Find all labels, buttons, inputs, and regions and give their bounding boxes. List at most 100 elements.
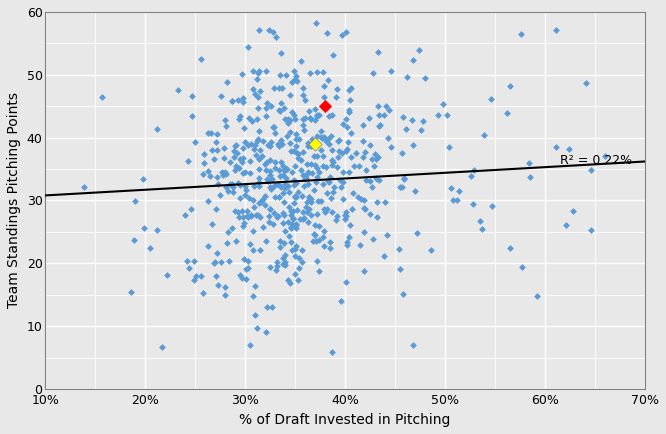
Point: [268, 210, 279, 217]
Point: [313, 198, 324, 205]
Point: [342, 124, 352, 131]
Point: [327, 159, 338, 166]
Point: [338, 168, 348, 175]
Point: [278, 261, 288, 268]
Point: [268, 124, 278, 131]
Point: [318, 181, 328, 187]
Point: [291, 142, 302, 149]
Point: [326, 194, 336, 201]
Point: [254, 200, 265, 207]
X-axis label: % of Draft Invested in Pitching: % of Draft Invested in Pitching: [240, 413, 451, 427]
Point: [225, 181, 236, 187]
Point: [266, 176, 277, 183]
Point: [304, 194, 314, 201]
Point: [265, 263, 276, 270]
Point: [332, 153, 343, 160]
Point: [304, 196, 314, 203]
Point: [286, 169, 297, 176]
Point: [232, 150, 242, 157]
Point: [237, 207, 248, 214]
Point: [275, 243, 286, 250]
Point: [292, 277, 303, 284]
Point: [343, 106, 354, 113]
Point: [291, 224, 302, 231]
Point: [262, 303, 272, 310]
Point: [264, 206, 275, 213]
Point: [299, 96, 310, 103]
Point: [358, 204, 369, 211]
Point: [222, 79, 232, 85]
Point: [246, 140, 256, 147]
Point: [318, 227, 329, 234]
Point: [251, 325, 262, 332]
Point: [395, 266, 406, 273]
Point: [278, 240, 289, 247]
Point: [202, 130, 213, 137]
Point: [330, 93, 341, 100]
Point: [360, 176, 371, 183]
Point: [340, 115, 351, 122]
Point: [327, 146, 338, 153]
Point: [310, 179, 321, 186]
Point: [291, 220, 302, 227]
Point: [238, 125, 249, 132]
Point: [289, 181, 300, 188]
Point: [364, 178, 375, 184]
Point: [288, 148, 299, 155]
Point: [250, 151, 261, 158]
Point: [364, 211, 375, 218]
Point: [327, 157, 338, 164]
Point: [337, 179, 348, 186]
Point: [444, 143, 454, 150]
Point: [310, 116, 321, 123]
Point: [221, 123, 232, 130]
Point: [262, 99, 272, 106]
Point: [212, 173, 222, 180]
Point: [291, 77, 302, 84]
Point: [248, 228, 258, 235]
Point: [260, 192, 270, 199]
Point: [287, 215, 298, 222]
Point: [285, 117, 296, 124]
Point: [367, 184, 378, 191]
Point: [293, 155, 304, 162]
Point: [264, 218, 274, 225]
Point: [190, 138, 200, 145]
Point: [240, 266, 251, 273]
Point: [364, 114, 374, 121]
Point: [293, 150, 304, 157]
Point: [251, 211, 262, 218]
Point: [358, 268, 369, 275]
Point: [274, 107, 284, 114]
Point: [304, 70, 315, 77]
Point: [324, 239, 335, 246]
Point: [220, 283, 230, 290]
Point: [287, 247, 298, 253]
Point: [379, 111, 390, 118]
Point: [330, 216, 341, 223]
Point: [397, 184, 408, 191]
Point: [312, 112, 322, 118]
Point: [283, 119, 294, 126]
Point: [272, 263, 282, 270]
Point: [286, 220, 297, 227]
Point: [238, 223, 249, 230]
Point: [372, 49, 383, 56]
Point: [517, 263, 527, 270]
Point: [255, 146, 266, 153]
Point: [297, 247, 308, 253]
Text: R² = 0.22%: R² = 0.22%: [560, 154, 632, 167]
Point: [221, 240, 232, 247]
Point: [258, 196, 268, 203]
Point: [252, 135, 263, 142]
Point: [504, 82, 515, 89]
Point: [242, 264, 253, 271]
Point: [426, 247, 436, 253]
Point: [335, 177, 346, 184]
Point: [324, 173, 335, 180]
Point: [328, 184, 339, 191]
Point: [286, 109, 297, 116]
Point: [274, 193, 284, 200]
Point: [221, 183, 232, 190]
Point: [219, 155, 230, 161]
